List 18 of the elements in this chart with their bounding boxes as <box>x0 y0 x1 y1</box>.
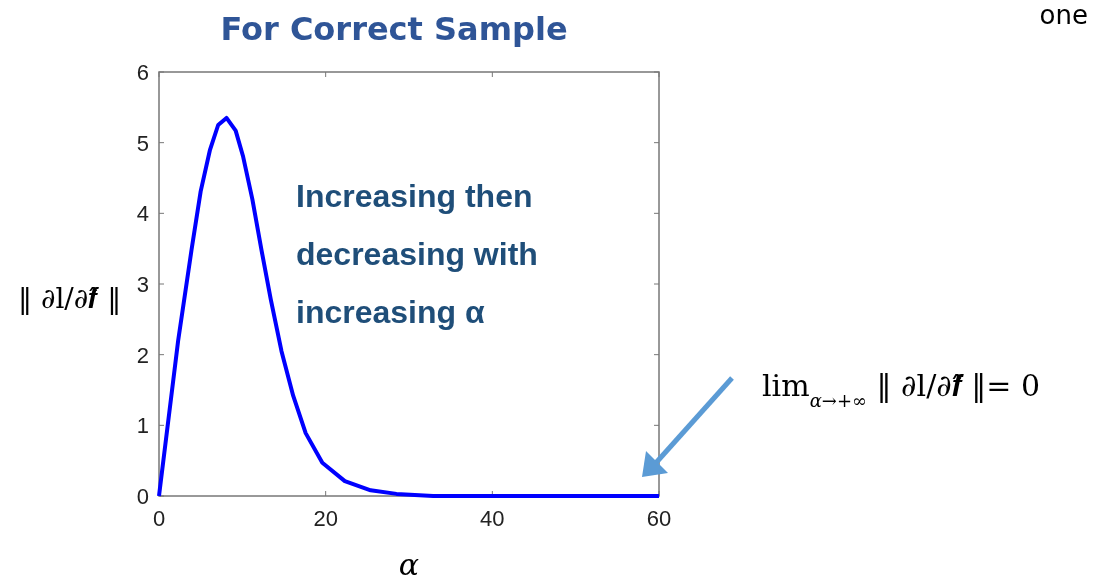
text: lim$_{α→+∞}$ ‖ ∂l/∂𝒇̂ ‖= 0 <box>762 368 1041 411</box>
annotation: Increasing then decreasing with increasing α <box>296 178 538 330</box>
y-tick-label: 1 <box>136 413 149 439</box>
y-axis-title: ‖ ∂l/∂𝒇̂ ‖ <box>18 282 122 315</box>
y-tick-label: 3 <box>136 272 149 297</box>
text: one <box>1039 0 1088 30</box>
y-tick-label: 0 <box>136 484 149 509</box>
x-axis-title: α <box>398 547 420 582</box>
x-tick-label: 0 <box>152 506 166 531</box>
y-tick-label: 6 <box>136 60 149 85</box>
x-tick-label: 20 <box>313 506 338 531</box>
y-tick-label: 2 <box>136 342 149 368</box>
y-tick-label: 4 <box>136 201 149 227</box>
line-series <box>157 115 661 498</box>
chart-title: For Correct Sample <box>220 10 568 48</box>
y-tick-label: 5 <box>136 130 149 156</box>
x-tick-label: 40 <box>480 506 505 531</box>
x-tick-label: 60 <box>646 506 672 531</box>
